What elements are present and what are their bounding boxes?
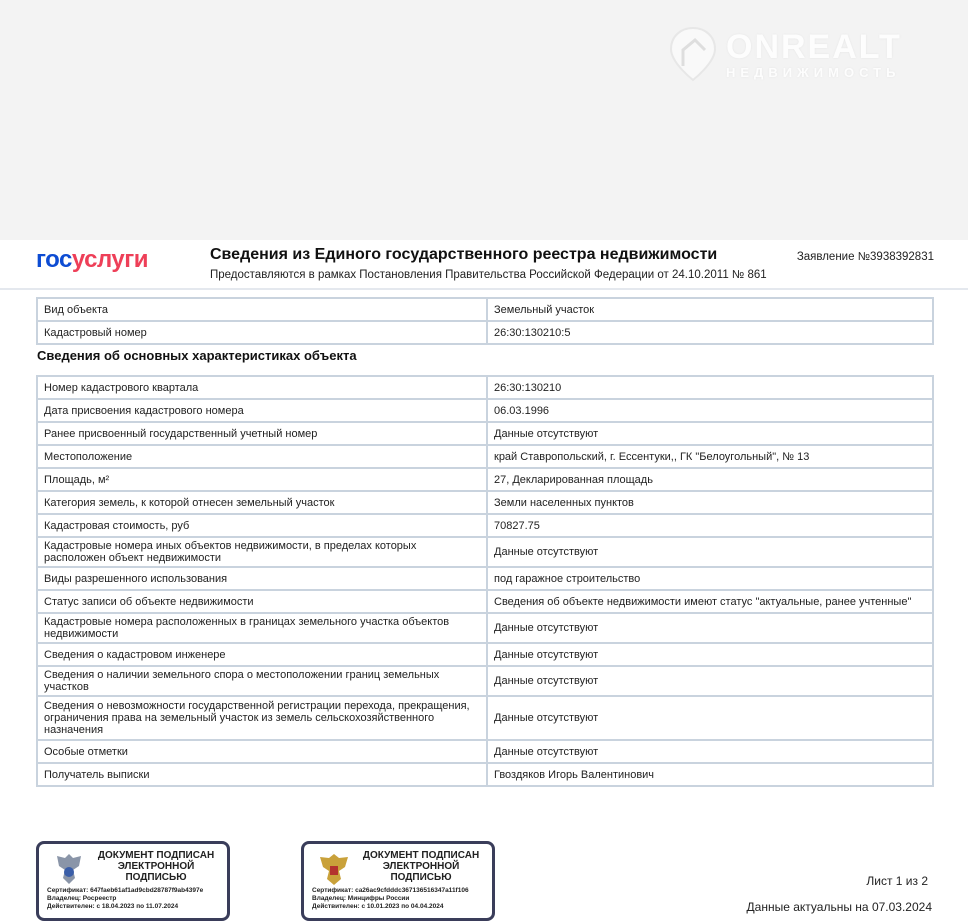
top-blank-area xyxy=(0,0,968,240)
table-row: Местоположение край Ставропольский, г. Ес… xyxy=(36,444,934,469)
cell-value: 70827.75 xyxy=(486,513,934,538)
table-row: Сведения о наличии земельного спора о ме… xyxy=(36,665,934,697)
table-row: Получатель выписки Гвоздяков Игорь Валент… xyxy=(36,762,934,787)
cell-label: Кадастровый номер xyxy=(36,320,488,345)
cell-label: Дата присвоения кадастрового номера xyxy=(36,398,488,423)
cell-value: Данные отсутствуют xyxy=(486,612,934,644)
characteristics-table: Номер кадастрового квартала 26:30:130210 Д… xyxy=(36,375,934,787)
stamp-valid: Действителен: с 10.01.2023 по 04.04.2024 xyxy=(312,903,444,910)
cell-label: Ранее присвоенный государственный учетны… xyxy=(36,421,488,446)
cell-label: Номер кадастрового квартала xyxy=(36,375,488,400)
stamp-valid: Действителен: с 18.04.2023 по 11.07.2024 xyxy=(47,903,179,910)
table-row: Кадастровые номера расположенных в грани… xyxy=(36,612,934,644)
table-row: Статус записи об объекте недвижимости Све… xyxy=(36,589,934,614)
table-row: Виды разрешенного использования под гараж… xyxy=(36,566,934,591)
signature-stamp-mincifry: ДОКУМЕНТ ПОДПИСАН ЭЛЕКТРОННОЙ ПОДПИСЬЮ С… xyxy=(301,841,495,921)
table-row: Сведения о кадастровом инженере Данные от… xyxy=(36,642,934,667)
logo-part-2: услуги xyxy=(71,246,149,273)
cell-value: Данные отсутствуют xyxy=(486,665,934,697)
cell-value: 26:30:130210:5 xyxy=(486,320,934,345)
table-row: Площадь, м² 27, Декларированная площадь xyxy=(36,467,934,492)
table-row: Особые отметки Данные отсутствуют xyxy=(36,739,934,764)
cell-value: Данные отсутствуют xyxy=(486,739,934,764)
stamp-title: ДОКУМЕНТ ПОДПИСАН ЭЛЕКТРОННОЙ ПОДПИСЬЮ xyxy=(362,850,480,883)
cell-label: Местоположение xyxy=(36,444,488,469)
table-row: Вид объекта Земельный участок xyxy=(36,297,934,322)
cell-value: Земельный участок xyxy=(486,297,934,322)
cell-label: Статус записи об объекте недвижимости xyxy=(36,589,488,614)
cell-label: Кадастровые номера иных объектов недвижи… xyxy=(36,536,488,568)
cell-label: Сведения о кадастровом инженере xyxy=(36,642,488,667)
cell-label: Категория земель, к которой отнесен земе… xyxy=(36,490,488,515)
gosuslugi-logo: госуслуги xyxy=(36,246,149,274)
cell-value: край Ставропольский, г. Ессентуки,, ГК "… xyxy=(486,444,934,469)
cell-label: Площадь, м² xyxy=(36,467,488,492)
table-row: Кадастровые номера иных объектов недвижи… xyxy=(36,536,934,568)
rosreestr-emblem-icon xyxy=(57,854,81,884)
cell-value: Данные отсутствуют xyxy=(486,536,934,568)
russian-coat-of-arms-icon xyxy=(320,854,348,885)
application-number: Заявление №3938392831 xyxy=(796,251,934,263)
stamp-title: ДОКУМЕНТ ПОДПИСАН ЭЛЕКТРОННОЙ ПОДПИСЬЮ xyxy=(97,850,215,883)
table-row: Ранее присвоенный государственный учетны… xyxy=(36,421,934,446)
section-title: Сведения об основных характеристиках объ… xyxy=(37,348,357,363)
cell-value: Земли населенных пунктов xyxy=(486,490,934,515)
stamp-owner: Владелец: Минцифры России xyxy=(312,895,410,902)
cell-value: Сведения об объекте недвижимости имеют с… xyxy=(486,589,934,614)
page-counter: Лист 1 из 2 xyxy=(866,874,928,888)
stamp-cert: Сертификат: 647faeb61af1ad9cbd28787f9ab4… xyxy=(47,887,204,894)
cell-label: Виды разрешенного использования xyxy=(36,566,488,591)
cell-value: Данные отсутствуют xyxy=(486,695,934,741)
table-row: Сведения о невозможности государственной… xyxy=(36,695,934,741)
object-table: Вид объекта Земельный участок Кадастровый … xyxy=(36,297,934,345)
table-row: Кадастровая стоимость, руб 70827.75 xyxy=(36,513,934,538)
document-subtitle: Предоставляются в рамках Постановления П… xyxy=(210,269,767,281)
house-pin-icon xyxy=(669,26,717,82)
stamp-cert: Сертификат: ca26ac9cfdddc367136516347a11… xyxy=(312,887,469,894)
table-row: Категория земель, к которой отнесен земе… xyxy=(36,490,934,515)
table-row: Кадастровый номер 26:30:130210:5 xyxy=(36,320,934,345)
table-row: Номер кадастрового квартала 26:30:130210 xyxy=(36,375,934,400)
watermark-brand: ONREALT xyxy=(726,27,902,66)
cell-value: под гаражное строительство xyxy=(486,566,934,591)
document-header: госуслуги Сведения из Единого государств… xyxy=(0,240,968,290)
onrealt-watermark: ONREALT НЕДВИЖИМОСТЬ xyxy=(668,26,902,82)
signature-stamp-rosreestr: ДОКУМЕНТ ПОДПИСАН ЭЛЕКТРОННОЙ ПОДПИСЬЮ С… xyxy=(36,841,230,921)
stamp-owner: Владелец: Росреестр xyxy=(47,895,117,902)
cell-value: 27, Декларированная площадь xyxy=(486,467,934,492)
cell-label: Кадастровые номера расположенных в грани… xyxy=(36,612,488,644)
cell-value: Данные отсутствуют xyxy=(486,642,934,667)
cell-label: Получатель выписки xyxy=(36,762,488,787)
cell-value: 26:30:130210 xyxy=(486,375,934,400)
cell-label: Сведения о невозможности государственной… xyxy=(36,695,488,741)
cell-label: Особые отметки xyxy=(36,739,488,764)
cell-label: Сведения о наличии земельного спора о ме… xyxy=(36,665,488,697)
cell-label: Вид объекта xyxy=(36,297,488,322)
logo-part-1: гос xyxy=(36,246,72,273)
document-title: Сведения из Единого государственного рее… xyxy=(210,246,718,263)
data-actual-date: Данные актуальны на 07.03.2024 xyxy=(746,900,932,914)
cell-label: Кадастровая стоимость, руб xyxy=(36,513,488,538)
cell-value: Гвоздяков Игорь Валентинович xyxy=(486,762,934,787)
cell-value: 06.03.1996 xyxy=(486,398,934,423)
cell-value: Данные отсутствуют xyxy=(486,421,934,446)
table-row: Дата присвоения кадастрового номера 06.03… xyxy=(36,398,934,423)
watermark-tagline: НЕДВИЖИМОСТЬ xyxy=(726,64,901,80)
